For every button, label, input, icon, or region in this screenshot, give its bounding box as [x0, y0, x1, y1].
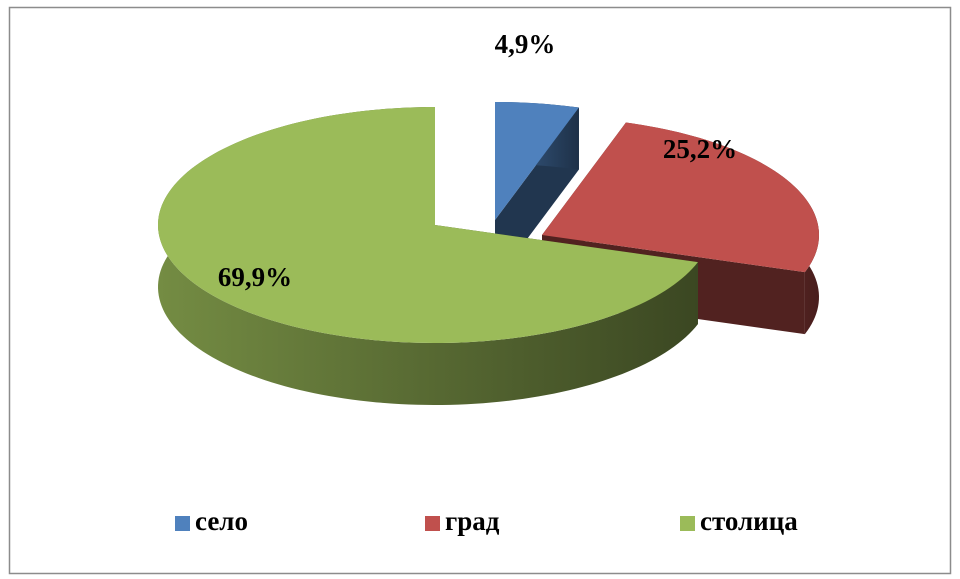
legend-swatch	[680, 516, 695, 531]
pie-slice	[158, 107, 698, 343]
data-label: 25,2%	[663, 134, 737, 164]
pie-slice	[542, 122, 819, 273]
legend-label: столица	[700, 506, 798, 536]
legend-label: град	[445, 506, 500, 536]
data-label: 69,9%	[218, 262, 292, 292]
legend-swatch	[175, 516, 190, 531]
legend-label: село	[195, 506, 248, 536]
tops	[158, 102, 819, 343]
pie-slice	[495, 102, 579, 220]
data-label: 4,9%	[495, 29, 556, 59]
labels: 4,9% 25,2% 69,9%	[218, 29, 737, 292]
legend: село град столица	[175, 506, 798, 536]
legend-swatch	[425, 516, 440, 531]
